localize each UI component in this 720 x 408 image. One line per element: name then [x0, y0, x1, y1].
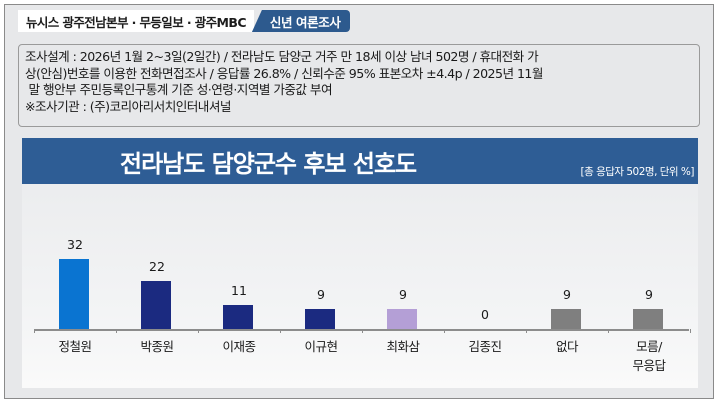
x-axis-tick: [362, 329, 363, 333]
bar-group: 22 박종원: [116, 184, 198, 388]
bar: [59, 259, 89, 329]
x-axis-tick: [198, 329, 199, 333]
bar-group: 0 김종진: [444, 184, 526, 388]
bar: [387, 309, 417, 329]
bar-value-label: 9: [645, 287, 653, 302]
bar: [551, 309, 581, 329]
methodology-line: 상(안심)번호를 이용한 전화면접조사 / 응답률 26.8% / 신뢰수준 9…: [25, 65, 543, 81]
category-label: 최화삼: [386, 339, 420, 354]
category-label: 이재종: [222, 339, 256, 354]
methodology-box: 조사설계 : 2026년 1월 2~3일(2일간) / 전라남도 담양군 거주 …: [18, 44, 700, 127]
agency-line: ※조사기관 : (주)코리아리서치인터내셔널: [25, 98, 231, 114]
bar-group: 9 최화삼: [362, 184, 444, 388]
bar-value-label: 9: [563, 287, 571, 302]
x-axis-tick: [116, 329, 117, 333]
category-label: 김종진: [468, 339, 502, 354]
x-axis-tick: [280, 329, 281, 333]
category-label: 정철원: [58, 339, 92, 354]
bar-group: 9 모름/ 무응답: [608, 184, 690, 388]
poll-badge: 신년 여론조사: [251, 10, 351, 32]
bar-group: 11 이재종: [198, 184, 280, 388]
category-label: 모름/ 무응답: [632, 339, 666, 373]
bar-value-label: 9: [399, 287, 407, 302]
methodology-line: 조사설계 : 2026년 1월 2~3일(2일간) / 전라남도 담양군 거주 …: [25, 49, 539, 64]
bar: [633, 309, 663, 329]
x-axis-tick: [526, 329, 527, 333]
bar-group: 9 이규현: [280, 184, 362, 388]
x-axis-tick: [444, 329, 445, 333]
bar-group: 32 정철원: [34, 184, 116, 388]
x-axis-tick: [608, 329, 609, 333]
bar: [305, 309, 335, 329]
bar: [141, 281, 171, 329]
header-strip: 뉴시스 광주전남본부 · 무등일보 · 광주MBC 신년 여론조사: [18, 10, 388, 32]
media-sources: 뉴시스 광주전남본부 · 무등일보 · 광주MBC: [18, 10, 254, 32]
bar-value-label: 22: [149, 259, 165, 274]
bar-value-label: 11: [231, 283, 247, 298]
chart-title: 전라남도 담양군수 후보 선호도: [120, 150, 417, 178]
category-label: 박종원: [140, 339, 174, 354]
bar: [223, 305, 253, 329]
x-axis: [34, 329, 689, 331]
category-label: 없다: [555, 339, 579, 354]
bar-value-label: 32: [67, 237, 83, 252]
chart-panel: 전라남도 담양군수 후보 선호도 [총 응답자 502명, 단위 %] 32 정철…: [22, 138, 698, 388]
category-label: 이규현: [304, 339, 338, 354]
x-axis-tick: [690, 329, 691, 333]
methodology-line: 말 행안부 주민등록인구통계 기준 성·연령·지역별 가중값 부여: [25, 82, 332, 97]
chart-title-bar: 전라남도 담양군수 후보 선호도 [총 응답자 502명, 단위 %]: [22, 138, 698, 184]
chart-unit-note: [총 응답자 502명, 단위 %]: [580, 166, 694, 178]
bar-group: 9 없다: [526, 184, 608, 388]
bar-plot: 32 정철원 22 박종원 11 이재종 9 이규현 9 최화삼 0 김종진 9 없다 9 모름/ 무응답: [22, 184, 698, 388]
bar-value-label: 0: [481, 307, 489, 322]
x-axis-tick: [34, 329, 35, 333]
bar-value-label: 9: [317, 287, 325, 302]
